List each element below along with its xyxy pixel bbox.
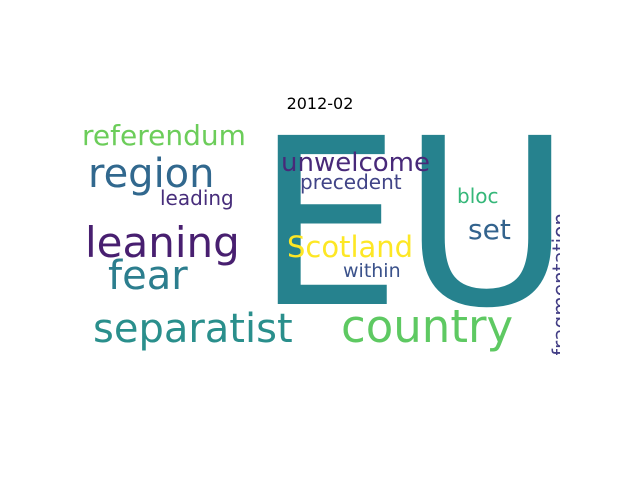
word-separatist: separatist: [93, 306, 293, 352]
word-unwelcome: unwelcome: [281, 148, 430, 178]
word-leading: leading: [160, 186, 234, 210]
word-region: region: [88, 151, 215, 197]
word-country: country: [341, 300, 513, 353]
word-scotland: Scotland: [287, 230, 413, 264]
chart-title: 2012-02: [286, 94, 354, 113]
word-referendum: referendum: [82, 119, 246, 152]
word-eu: EU: [255, 115, 560, 355]
word-bloc: bloc: [457, 184, 498, 208]
word-leaning: leaning: [85, 218, 240, 267]
word-fear: fear: [108, 253, 188, 299]
word-within: within: [343, 260, 401, 282]
word-fragmentation: fragmentation: [548, 213, 560, 355]
word-set: set: [468, 213, 511, 246]
word-precedent: precedent: [300, 170, 402, 194]
